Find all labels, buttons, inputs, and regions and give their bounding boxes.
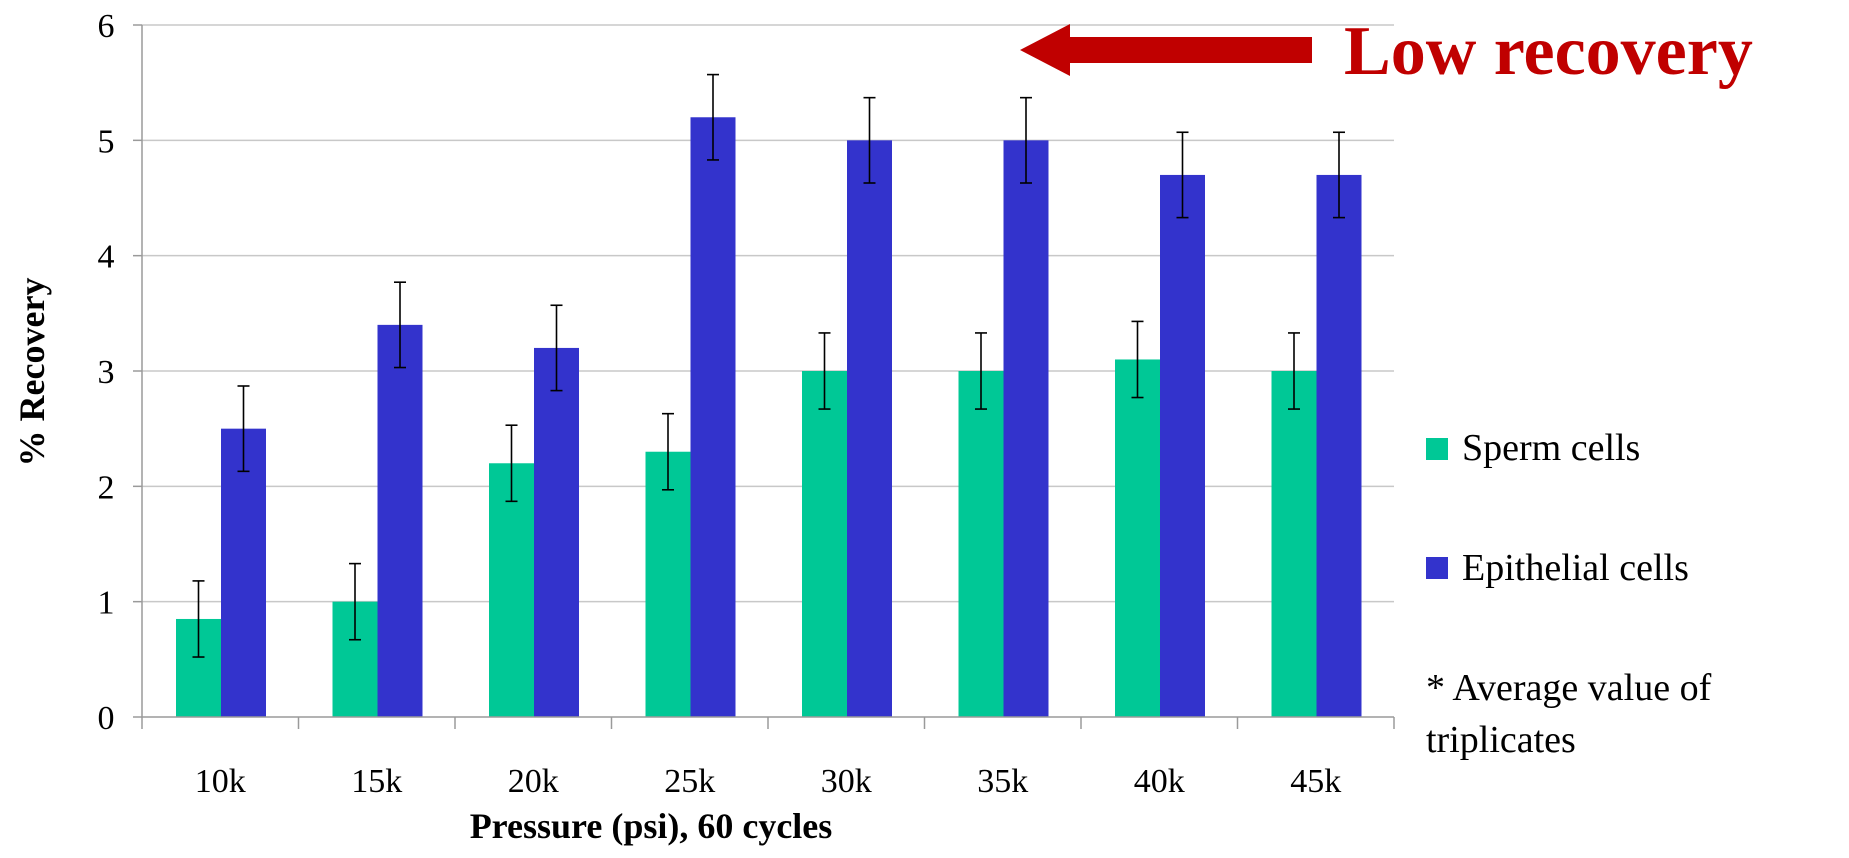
y-tick-label: 2 <box>98 469 115 506</box>
x-tick-label: 30k <box>821 763 872 800</box>
bar-sperm-cells-40k <box>1115 359 1160 717</box>
bar-sperm-cells-35k <box>958 371 1004 717</box>
y-tick-label: 6 <box>98 8 115 45</box>
x-tick-label: 40k <box>1134 763 1185 800</box>
callout-arrow-shaft <box>1068 37 1312 63</box>
legend: Sperm cells Epithelial cells <box>1426 427 1689 589</box>
axes <box>141 25 1395 729</box>
bar-epithelial-cells-20k <box>534 347 579 717</box>
bar-epithelial-cells-15k <box>377 324 423 717</box>
y-axis-title: % Recovery <box>12 278 52 467</box>
footnote-line-2: triplicates <box>1426 719 1576 761</box>
legend-swatch-epithelial-cells <box>1426 557 1448 579</box>
bar-epithelial-cells-25k <box>690 117 736 718</box>
bar-epithelial-cells-30k <box>847 140 892 718</box>
bar-epithelial-cells-35k <box>1003 140 1049 718</box>
bar-sperm-cells-45k <box>1271 371 1317 717</box>
x-axis-title: Pressure (psi), 60 cycles <box>470 806 833 846</box>
x-tick-label: 25k <box>664 763 715 800</box>
x-tick-label: 45k <box>1290 763 1341 800</box>
legend-swatch-sperm-cells <box>1426 438 1448 460</box>
bar-epithelial-cells-10k <box>221 428 266 717</box>
legend-label-sperm-cells: Sperm cells <box>1462 427 1640 469</box>
x-tick-label: 20k <box>508 763 559 800</box>
x-tick-label: 35k <box>977 763 1028 800</box>
y-tick-label: 3 <box>98 354 115 391</box>
callout-text: Low recovery <box>1344 13 1753 90</box>
y-tick-labels: 0 1 2 3 4 5 6 <box>98 8 115 737</box>
y-tick-label: 5 <box>98 123 115 160</box>
y-tick-label: 0 <box>98 700 115 737</box>
bars <box>176 117 1362 718</box>
y-tick-label: 4 <box>98 239 115 276</box>
bar-epithelial-cells-40k <box>1160 174 1205 717</box>
bar-sperm-cells-30k <box>802 371 847 717</box>
bar-sperm-cells-20k <box>489 463 534 717</box>
legend-label-epithelial-cells: Epithelial cells <box>1462 547 1689 589</box>
footnote-line-1: * Average value of <box>1426 667 1712 709</box>
low-recovery-callout: Low recovery <box>1020 13 1753 90</box>
x-tick-label: 10k <box>195 763 246 800</box>
y-tick-label: 1 <box>98 585 115 622</box>
x-tick-label: 15k <box>351 763 402 800</box>
x-tick-labels: 10k 15k 20k 25k 30k 35k 40k 45k <box>195 763 1342 800</box>
bar-sperm-cells-25k <box>645 451 691 717</box>
bar-epithelial-cells-45k <box>1316 174 1362 717</box>
error-bars <box>192 73 1345 658</box>
callout-arrow-head <box>1020 24 1070 76</box>
footnote: * Average value of triplicates <box>1426 667 1721 761</box>
